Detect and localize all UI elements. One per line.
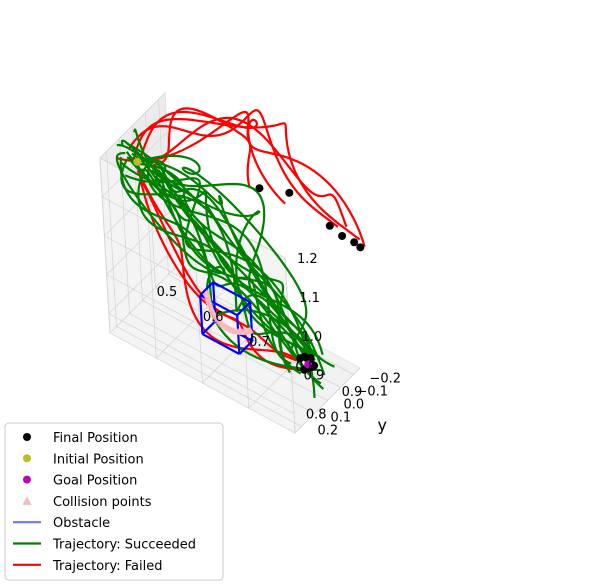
final-position-point [356, 243, 365, 252]
final-position-point [325, 221, 334, 230]
succeeded-trajectory-line [126, 142, 326, 376]
succeeded-trajectory-line [142, 154, 308, 351]
legend-label-obstacle: Obstacle [53, 516, 110, 531]
obstacle-edge [249, 302, 254, 342]
x-tick-label: 0.9 [342, 385, 363, 400]
goal-position-point [304, 360, 313, 369]
grid-line-z [108, 248, 295, 414]
succeeded-trajectory-line [147, 156, 312, 345]
position-markers [133, 157, 365, 374]
collision-point [246, 326, 254, 334]
x-tick-label: 0.7 [249, 335, 270, 350]
legend-marker-goal [23, 475, 31, 484]
z-tick-label: 0.9 [304, 369, 325, 384]
succeeded-trajectory-line [115, 151, 321, 372]
failed-trajectory-line [128, 109, 339, 228]
x-tick-label: 0.6 [203, 310, 224, 325]
legend: Final Position Initial Position Goal Posit… [4, 422, 224, 581]
legend-label-failed: Trajectory: Failed [52, 559, 162, 574]
grid-line-x [284, 257, 361, 434]
y-tick-label: 0.1 [331, 411, 352, 426]
legend-label-final: Final Position [53, 431, 138, 446]
y-tick-label: 0.0 [344, 398, 365, 413]
x-tick-label: 0.8 [295, 360, 316, 375]
grid-line-y [119, 138, 315, 414]
obstacle-edge [236, 301, 251, 316]
x-tick-label: 0.5 [157, 285, 178, 300]
legend-marker-initial [23, 454, 31, 463]
succeeded-trajectory-line [126, 156, 335, 368]
legend-label-collision: Collision points [53, 495, 152, 510]
grid-line-z [99, 92, 286, 259]
legend-marker-final [23, 433, 31, 441]
tick-labels: 0.50.60.70.80.9−0.2−0.10.00.10.20.80.91.… [157, 252, 401, 439]
grid-line-x [192, 207, 268, 384]
succeeded-trajectory-line [116, 143, 316, 361]
succeeded-trajectory-line [133, 128, 308, 355]
final-position-point [350, 238, 359, 247]
z-tick-label: 1.1 [299, 291, 320, 306]
z-tick-label: 1.2 [297, 252, 318, 267]
grid-line-y [132, 125, 328, 401]
legend-marker-collision [22, 496, 32, 505]
y-axis-label: y [378, 416, 387, 435]
failed-trajectory-line [136, 169, 310, 375]
final-position-point [296, 354, 305, 363]
failed-trajectory-line [136, 160, 309, 371]
y-tick-label: 0.2 [318, 424, 339, 439]
obstacle-edge [212, 281, 251, 304]
obstacle-edge [199, 295, 204, 335]
grid-line-x [99, 157, 176, 334]
legend-label-goal: Goal Position [53, 474, 137, 489]
succeeded-trajectory-line [139, 168, 302, 375]
failed-trajectories [116, 107, 366, 375]
failed-trajectory-line [146, 116, 348, 228]
final-position-point [255, 184, 264, 193]
obstacle-edge [238, 340, 254, 355]
final-position-point [285, 188, 294, 197]
obstacle-edge [199, 281, 214, 296]
legend-label-succeeded: Trajectory: Succeeded [52, 538, 196, 553]
z-tick-label: 1.0 [301, 330, 322, 345]
final-position-point [306, 353, 315, 362]
succeeded-trajectory-line [131, 152, 321, 359]
obstacle-edge [201, 320, 217, 335]
grid-line-x [145, 182, 222, 359]
grid-line-y [106, 151, 302, 427]
failed-trajectory-line [132, 117, 361, 241]
y-tick-label: −0.2 [370, 372, 402, 387]
collision-points [203, 289, 254, 335]
legend-label-initial: Initial Position [53, 452, 144, 467]
z-tick-label: 0.8 [306, 408, 327, 423]
y-tick-label: −0.1 [357, 385, 389, 400]
legend-box [4, 422, 224, 581]
initial-position-point [133, 157, 142, 166]
obstacle-edge [201, 333, 240, 356]
final-position-point [338, 231, 347, 240]
